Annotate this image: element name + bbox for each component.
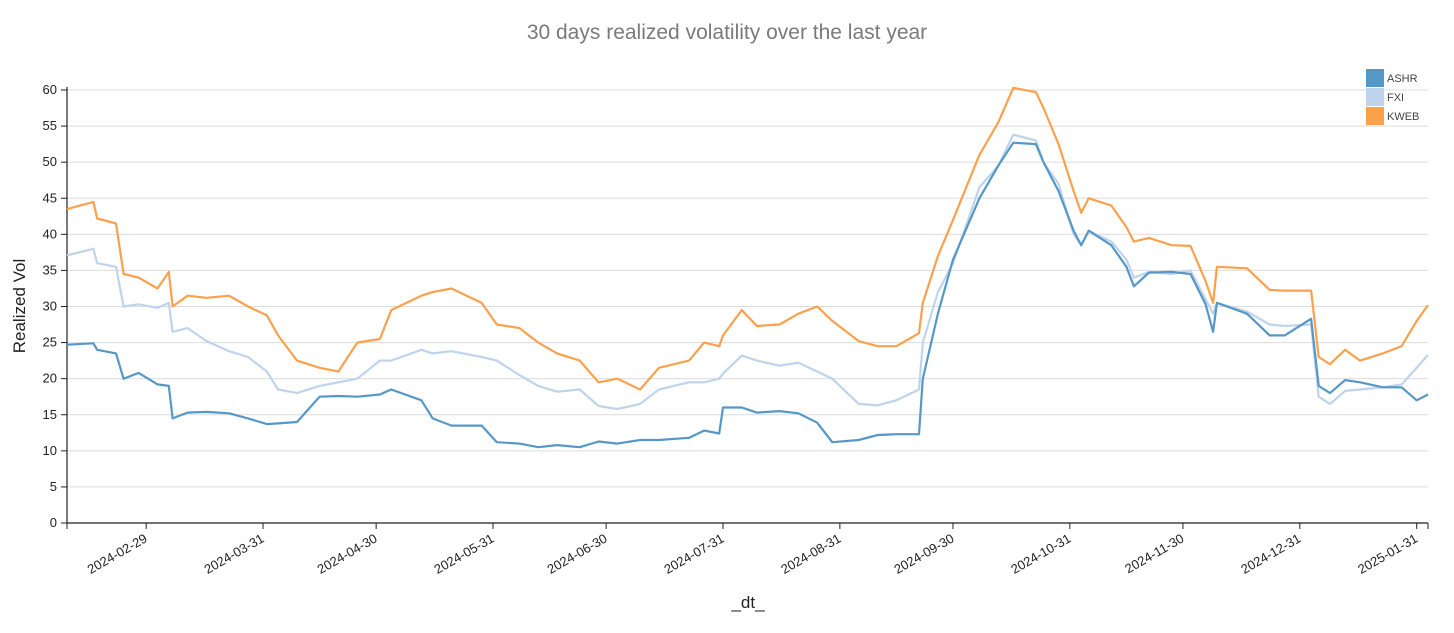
y-tick-label: 30 [43,299,57,314]
y-tick-label: 60 [43,82,57,97]
x-tick-label: 2024-05-31 [431,531,496,577]
x-tick-label: 2024-06-30 [545,531,610,577]
y-tick-label: 50 [43,154,57,169]
x-tick-label: 2024-09-30 [891,531,956,577]
x-axis-label: _dt_ [730,593,765,612]
x-axis: 2024-02-29 2024-03-31 2024-04-30 2024-05-31… [66,522,1429,577]
legend: ASHR FXI KWEB [1366,69,1419,125]
y-tick-label: 20 [43,371,57,386]
gridlines [67,89,1428,488]
y-tick-label: 5 [50,479,57,494]
y-tick-label: 25 [43,335,57,350]
series-lines [66,86,1429,449]
series-line-kweb [66,86,1429,391]
y-tick-label: 40 [43,226,57,241]
y-axis: 0 5 10 15 20 25 30 35 40 45 50 55 60 [43,82,68,530]
y-tick-label: 0 [50,515,57,530]
x-tick-label: 2025-01-31 [1355,531,1420,577]
x-tick-label: 2024-04-30 [315,531,380,577]
y-tick-label: 55 [43,118,57,133]
x-tick-label: 2024-11-30 [1122,531,1186,577]
series-line-ashr [66,141,1429,449]
y-axis-label: Realized Vol [10,259,29,354]
y-tick-label: 35 [43,262,57,277]
series-line-fxi [66,133,1429,411]
x-tick-label: 2024-02-29 [85,531,150,577]
y-tick-label: 45 [43,190,57,205]
legend-swatch-kweb [1366,107,1384,125]
x-tick-label: 2024-08-31 [778,531,843,577]
legend-swatch-fxi [1366,88,1384,106]
legend-label-fxi: FXI [1387,92,1404,104]
y-tick-label: 15 [43,407,57,422]
legend-label-kweb: KWEB [1387,111,1419,123]
x-tick-label: 2024-12-31 [1238,531,1303,577]
chart-title: 30 days realized volatility over the las… [527,21,927,44]
y-tick-label: 10 [43,443,57,458]
x-tick-label: 2024-03-31 [201,531,266,577]
x-tick-label: 2024-07-31 [661,531,726,577]
legend-swatch-ashr [1366,69,1384,87]
legend-label-ashr: ASHR [1387,73,1418,85]
x-tick-label: 2024-10-31 [1008,531,1073,577]
